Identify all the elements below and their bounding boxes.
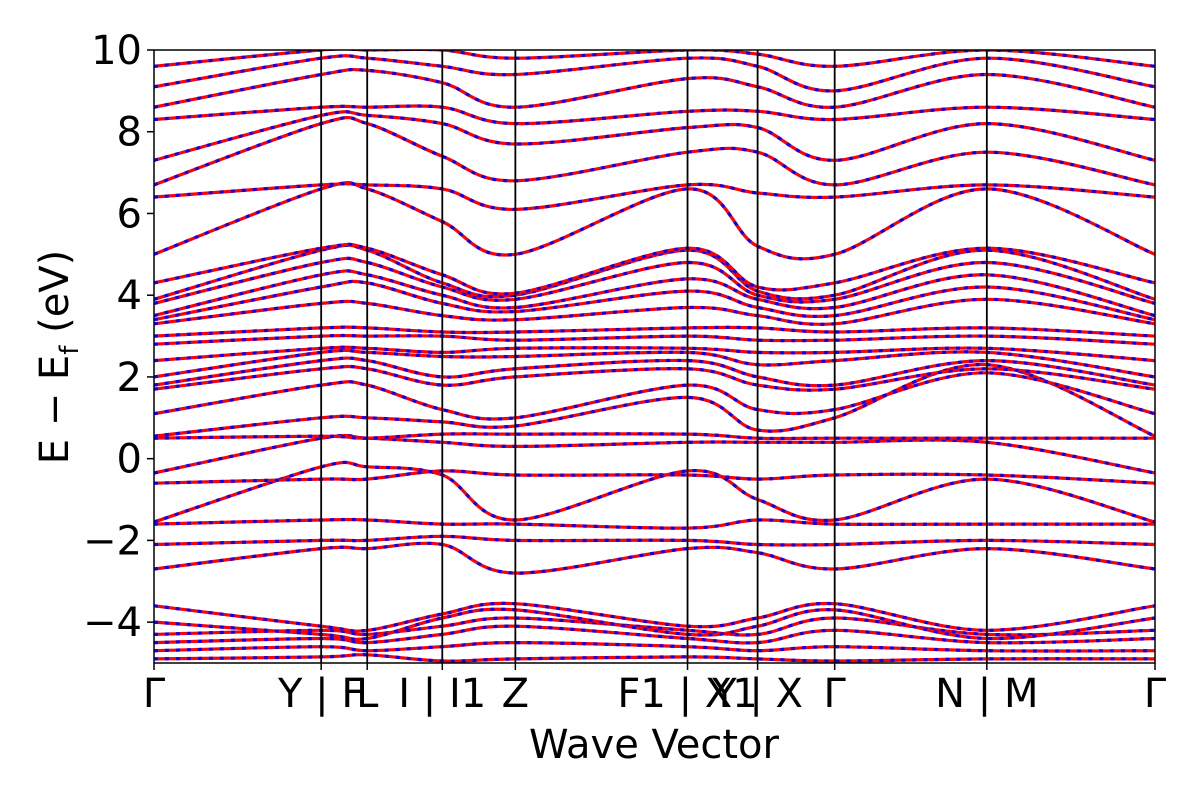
band-line-b bbox=[154, 534, 1155, 547]
y-tick-label: 2 bbox=[117, 355, 142, 401]
x-tick-label: I | I1 bbox=[398, 671, 486, 717]
band-line-b bbox=[154, 616, 1155, 637]
x-axis-ticks: Γ Y | FL I | I1 Z F1 | X1Y | X Γ N | M Γ bbox=[143, 663, 1167, 717]
band-line-a bbox=[154, 517, 1155, 530]
band-line-b bbox=[154, 67, 1155, 109]
y-tick-label: 4 bbox=[117, 273, 142, 319]
y-axis-label: E − Ef (eV) bbox=[32, 250, 85, 465]
y-tick-label: 6 bbox=[117, 191, 142, 237]
x-tick-label: Γ bbox=[1144, 671, 1167, 717]
band-line-b bbox=[154, 54, 1155, 93]
band-line-b bbox=[154, 182, 1155, 212]
band-line-b bbox=[154, 517, 1155, 530]
plot-frame bbox=[153, 49, 1156, 664]
band-line-b bbox=[154, 433, 1155, 475]
band-line-a bbox=[154, 607, 1155, 641]
band-line-b bbox=[154, 364, 1155, 392]
band-line-b bbox=[154, 624, 1155, 645]
y-tick-label: 10 bbox=[91, 28, 142, 74]
x-tick-label: Γ bbox=[824, 671, 847, 717]
band-line-b bbox=[154, 50, 1155, 68]
band-line-b bbox=[154, 104, 1155, 126]
band-line-a bbox=[154, 115, 1155, 187]
x-tick-label: Z bbox=[502, 671, 529, 717]
band-line-a bbox=[154, 54, 1155, 93]
band-line-b bbox=[154, 325, 1155, 338]
band-line-a bbox=[154, 325, 1155, 338]
bands-layer bbox=[154, 50, 1155, 663]
band-line-b bbox=[154, 279, 1155, 322]
band-line-b bbox=[154, 469, 1155, 485]
band-line-a bbox=[154, 601, 1155, 633]
x-axis-label: Wave Vector bbox=[529, 722, 780, 768]
band-line-a bbox=[154, 363, 1155, 438]
y-tick-label: 8 bbox=[117, 110, 142, 156]
band-line-b bbox=[154, 371, 1155, 421]
band-line-b bbox=[154, 297, 1155, 326]
y-tick-label: −4 bbox=[83, 600, 142, 646]
band-line-b bbox=[154, 460, 1155, 524]
band-line-b bbox=[154, 256, 1155, 305]
x-tick-label: N | M bbox=[935, 671, 1038, 717]
band-line-a bbox=[154, 541, 1155, 575]
kpath-lines bbox=[320, 50, 988, 663]
band-line-b bbox=[154, 345, 1155, 363]
band-line-a bbox=[154, 653, 1155, 663]
band-line-a bbox=[154, 333, 1155, 346]
y-axis-label-subscript: f bbox=[55, 345, 85, 355]
x-tick-label: L bbox=[356, 671, 379, 717]
y-tick-label: −2 bbox=[83, 518, 142, 564]
band-line-a bbox=[154, 297, 1155, 326]
x-tick-label: F1 | X1 bbox=[617, 671, 757, 717]
y-axis-ticks: −4 −2 0 2 4 6 8 10 bbox=[83, 28, 154, 646]
band-line-b bbox=[154, 348, 1155, 379]
band-line-a bbox=[154, 534, 1155, 547]
band-line-b bbox=[154, 181, 1155, 261]
x-tick-label: Γ bbox=[143, 671, 166, 717]
band-line-b bbox=[154, 333, 1155, 346]
band-line-a bbox=[154, 181, 1155, 261]
y-axis-label-main: E − E bbox=[32, 355, 78, 465]
band-line-a bbox=[154, 269, 1155, 318]
band-line-b bbox=[154, 356, 1155, 388]
x-tick-label: Y | X bbox=[711, 671, 803, 717]
x-tick-label: Y | F bbox=[277, 671, 364, 717]
band-line-a bbox=[154, 242, 1155, 296]
band-line-a bbox=[154, 460, 1155, 524]
band-line-a bbox=[154, 432, 1155, 441]
band-line-a bbox=[154, 433, 1155, 475]
band-line-a bbox=[154, 371, 1155, 421]
band-line-b bbox=[154, 110, 1155, 162]
y-tick-label: 0 bbox=[117, 437, 142, 483]
band-line-b bbox=[154, 432, 1155, 441]
y-axis-label-unit: (eV) bbox=[32, 250, 78, 346]
band-line-b bbox=[154, 640, 1155, 653]
band-line-b bbox=[154, 653, 1155, 663]
